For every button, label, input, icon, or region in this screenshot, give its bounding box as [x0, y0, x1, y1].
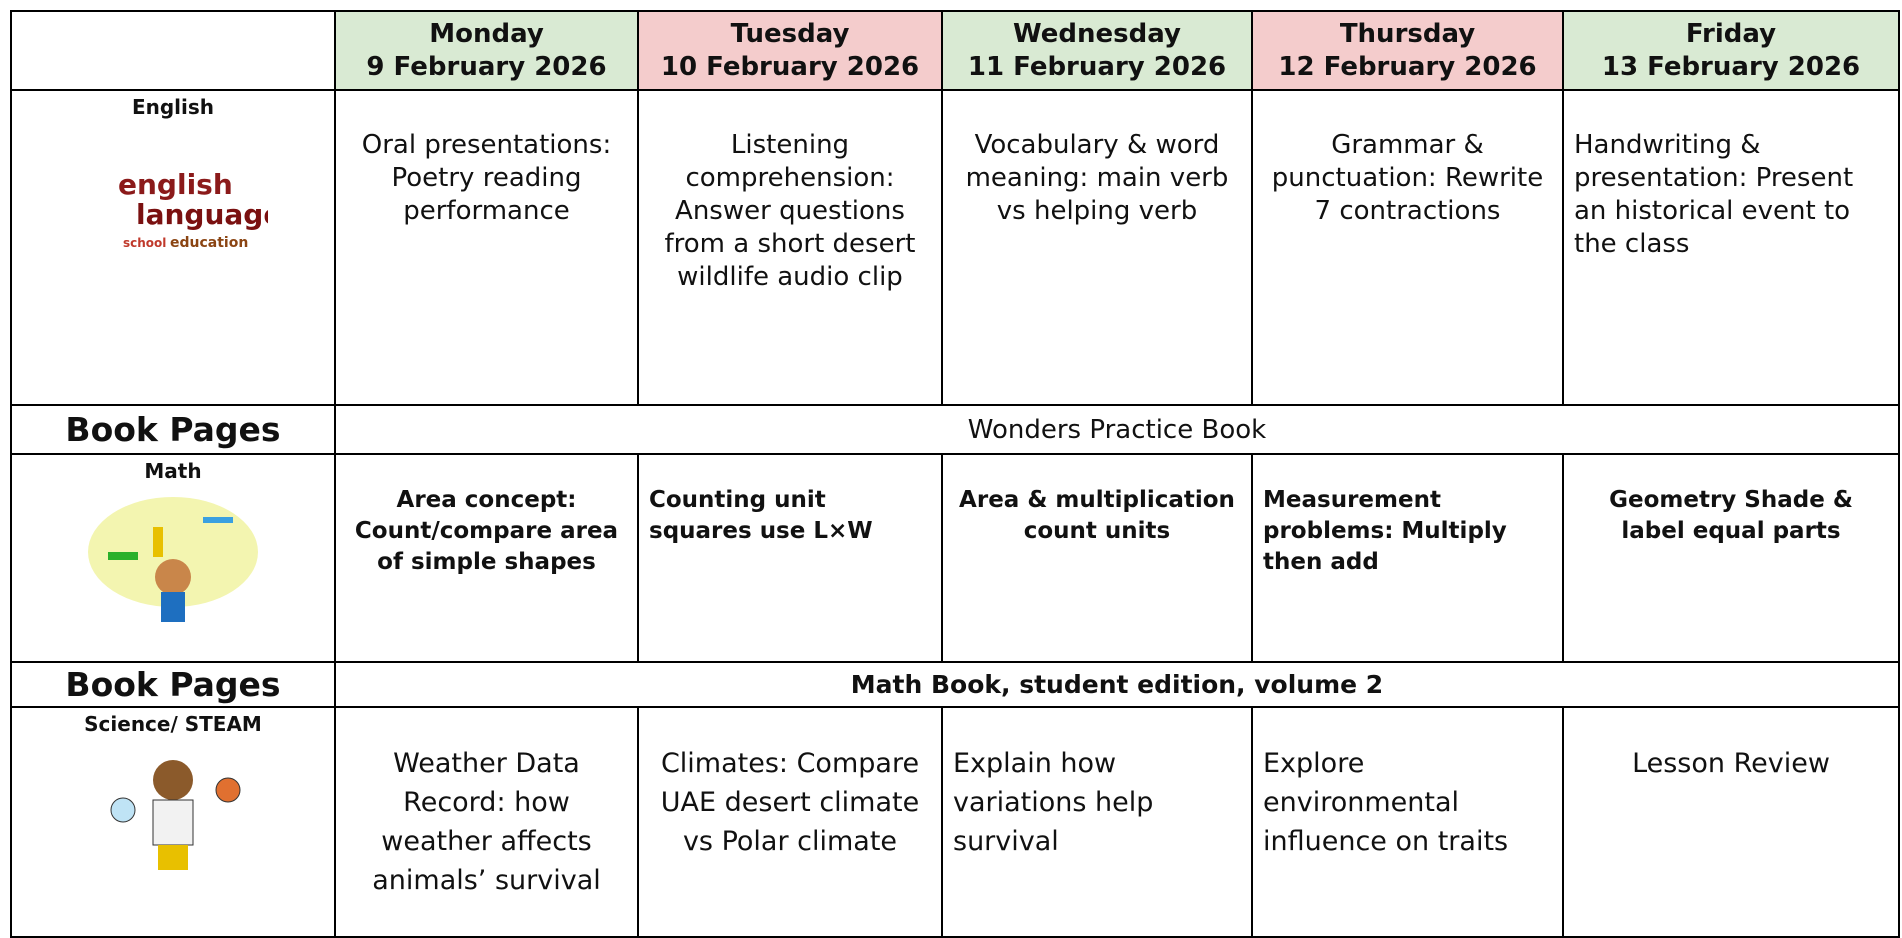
lesson-cell: Oral presentations: Poetry reading perfo…	[334, 89, 639, 406]
cloud-word: language	[136, 198, 268, 231]
day-header: Thursday 12 February 2026	[1251, 10, 1564, 91]
day-header: Tuesday 10 February 2026	[637, 10, 943, 91]
day-header: Friday 13 February 2026	[1562, 10, 1900, 91]
lesson-cell: Climates: Compare UAE desert climate vs …	[637, 706, 943, 938]
day: Monday	[429, 18, 544, 49]
lesson-cell: Measurement problems: Multiply then add	[1251, 453, 1564, 663]
subject-cell: Science/ STEAM	[10, 706, 336, 938]
lesson-cell: Explain how variations help survival	[941, 706, 1253, 938]
math-row: Math Area concept: Count/compare area of…	[10, 453, 1900, 663]
science-row: Science/ STEAM Weather Data Record: how …	[10, 706, 1900, 938]
lesson-cell: Area concept: Count/compare area of simp…	[334, 453, 639, 663]
lab-coat	[152, 799, 194, 846]
cloud-word: education	[170, 235, 248, 251]
corner-cell	[10, 10, 336, 91]
day: Thursday	[1339, 18, 1476, 49]
lesson-cell: Handwriting & presentation: Present an h…	[1562, 89, 1900, 406]
header-row: Monday 9 February 2026 Tuesday 10 February…	[10, 10, 1900, 91]
lesson-plan-table: Monday 9 February 2026 Tuesday 10 February…	[10, 10, 1900, 938]
date: 9 February 2026	[366, 51, 607, 82]
lesson-cell: Vocabulary & word meaning: main verb vs …	[941, 89, 1253, 406]
lesson-cell: Weather Data Record: how weather affects…	[334, 706, 639, 938]
symbol	[203, 517, 233, 523]
day-header: Wednesday 11 February 2026	[941, 10, 1253, 91]
date: 11 February 2026	[967, 51, 1227, 82]
day: Tuesday	[730, 18, 850, 49]
day: Friday	[1685, 18, 1777, 49]
flask	[110, 797, 136, 823]
symbol	[108, 552, 138, 560]
english-row: English english language school educatio…	[10, 89, 1900, 406]
flask	[215, 777, 241, 803]
date: 12 February 2026	[1278, 51, 1537, 82]
cloud-word: school	[123, 236, 166, 250]
subject-label: Math	[144, 459, 202, 483]
lesson-cell: Explore environmental influence on trait…	[1251, 706, 1564, 938]
science-clipart	[110, 760, 241, 870]
book-text: Wonders Practice Book	[334, 404, 1900, 455]
book-row: Book Pages Wonders Practice Book	[10, 404, 1900, 455]
word-cloud-image: english language school education	[118, 168, 282, 251]
date: 10 February 2026	[660, 51, 920, 82]
lesson-cell: Area & multiplication count units	[941, 453, 1253, 663]
day-header: Monday 9 February 2026	[334, 10, 639, 91]
book-label: Book Pages	[10, 404, 336, 455]
math-clipart	[88, 497, 258, 622]
subject-cell: Math	[10, 453, 336, 663]
cloud-word: english	[118, 168, 233, 201]
lesson-cell: Lesson Review	[1562, 706, 1900, 938]
book-row: Book Pages Math Book, student edition, v…	[10, 661, 1900, 708]
figure-body	[161, 592, 185, 622]
cloud	[88, 497, 258, 607]
book-text: Math Book, student edition, volume 2	[334, 661, 1900, 708]
subject-cell: English english language school educatio…	[10, 89, 336, 406]
figure-head	[155, 559, 191, 595]
figure-head	[153, 760, 193, 800]
boots	[158, 845, 188, 870]
symbol	[153, 527, 163, 557]
lesson-cell: Listening comprehension: Answer question…	[637, 89, 943, 406]
day: Wednesday	[1013, 18, 1181, 49]
lesson-cell: Counting unit squares use L×W	[637, 453, 943, 663]
date: 13 February 2026	[1601, 51, 1861, 82]
subject-label: Science/ STEAM	[84, 712, 262, 736]
lesson-cell: Geometry Shade & label equal parts	[1562, 453, 1900, 663]
lesson-cell: Grammar & punctuation: Rewrite 7 contrac…	[1251, 89, 1564, 406]
book-label: Book Pages	[10, 661, 336, 708]
subject-label: English	[131, 95, 215, 119]
